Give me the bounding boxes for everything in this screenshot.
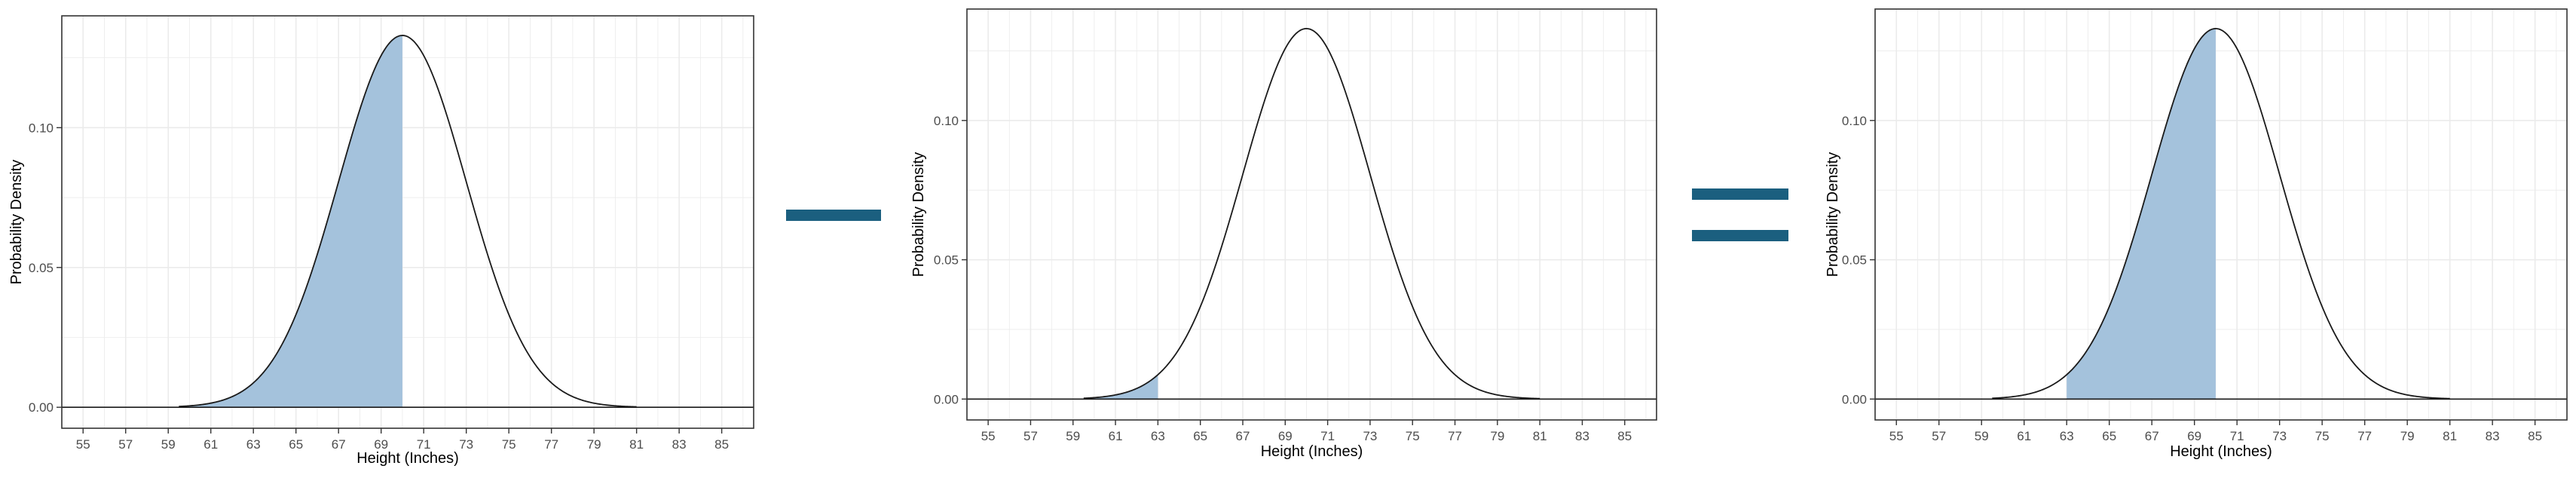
y-tick-label: 0.00 [29,400,54,415]
x-tick-label: 69 [374,437,388,452]
plot-border [966,8,1657,421]
x-tick-label: 71 [2230,429,2244,443]
x-tick-label: 71 [417,437,431,452]
x-axis-title: Height (Inches) [2170,443,2272,460]
x-tick-label: 59 [161,437,176,452]
shaded-area [179,35,402,408]
y-tick-label: 0.10 [29,121,54,135]
x-tick-label: 65 [289,437,303,452]
x-tick-label: 71 [1320,429,1335,443]
plot-background [62,16,754,428]
chart-panel-2: 55 57 59 61 63 65 67 69 71 73 75 77 79 81 83 85 0.00 0.05… [910,8,1657,460]
x-tick-label: 85 [1617,429,1632,443]
x-tick-label: 85 [2528,429,2542,443]
x-tick-label: 59 [1975,429,1989,443]
x-tick-label: 67 [332,437,346,452]
equals-sign [1692,188,1788,241]
y-tick-label: 0.05 [29,261,54,275]
x-tick-label: 75 [2315,429,2330,443]
x-tick-label: 73 [2272,429,2287,443]
x-tick-label: 77 [544,437,558,452]
x-tick-label: 63 [2060,429,2074,443]
x-tick-label: 55 [1889,429,1904,443]
x-tick-label: 73 [459,437,473,452]
x-tick-label: 61 [1109,429,1123,443]
density-curve [1992,28,2450,400]
x-tick-label: 81 [1533,429,1547,443]
plot-border [61,15,754,429]
y-axis-title: Probability Density [1825,152,1841,277]
x-tick-label: 77 [1448,429,1462,443]
grid [966,9,1657,420]
density-curve [1083,28,1540,400]
x-tick-label: 65 [1193,429,1207,443]
x-tick-label: 61 [2017,429,2031,443]
x-tick-label: 83 [672,437,687,452]
x-tick-label: 79 [587,437,601,452]
x-tick-label: 69 [1278,429,1293,443]
x-tick-label: 85 [714,437,729,452]
y-axis-title: Probability Density [910,152,927,277]
x-axis-title: Height (Inches) [356,450,459,467]
x-tick-label: 57 [1023,429,1038,443]
equals-bar-top [1692,188,1788,200]
x-tick-label: 57 [1932,429,1946,443]
x-tick-label: 55 [981,429,996,443]
y-tick-label: 0.00 [934,392,959,406]
x-tick-label: 75 [502,437,516,452]
x-axis-title: Height (Inches) [1261,443,1363,460]
operators [786,188,1788,241]
x-tick-label: 83 [2486,429,2500,443]
density-curve [179,35,637,408]
x-tick-label: 63 [1151,429,1165,443]
x-tick-label: 83 [1575,429,1589,443]
y-tick-label: 0.10 [934,114,959,128]
x-tick-label: 55 [76,437,90,452]
shaded-area [1083,374,1158,400]
x-tick-label: 61 [203,437,218,452]
y-tick-label: 0.10 [1842,114,1867,128]
x-tick-label: 81 [2443,429,2457,443]
equals-bar-bottom [1692,230,1788,241]
x-tick-label: 65 [2102,429,2116,443]
x-tick-label: 67 [1236,429,1250,443]
plot-border [1874,8,2568,421]
y-tick-label: 0.05 [934,253,959,268]
x-tick-label: 73 [1363,429,1377,443]
x-tick-label: 77 [2357,429,2372,443]
chart-panel-3: 55 57 59 61 63 65 67 69 71 73 75 77 79 81 83 85 0.00 0.05… [1825,8,2568,460]
x-tick-label: 69 [2187,429,2201,443]
plot-background [1875,9,2567,420]
chart-panel-1: 55 57 59 61 63 65 67 69 71 73 75 77 79 81 83 85 0.00 0.05… [8,15,754,467]
x-tick-label: 63 [246,437,261,452]
x-tick-label: 79 [2400,429,2415,443]
x-tick-label: 67 [2145,429,2159,443]
plot-background [967,9,1657,420]
y-tick-label: 0.05 [1842,253,1867,268]
y-axis-title: Probability Density [8,160,25,285]
x-tick-label: 79 [1490,429,1504,443]
minus-sign [786,210,881,221]
x-tick-label: 81 [629,437,644,452]
x-tick-label: 57 [118,437,133,452]
y-tick-label: 0.00 [1842,392,1867,406]
x-tick-label: 75 [1406,429,1420,443]
x-tick-label: 59 [1066,429,1080,443]
